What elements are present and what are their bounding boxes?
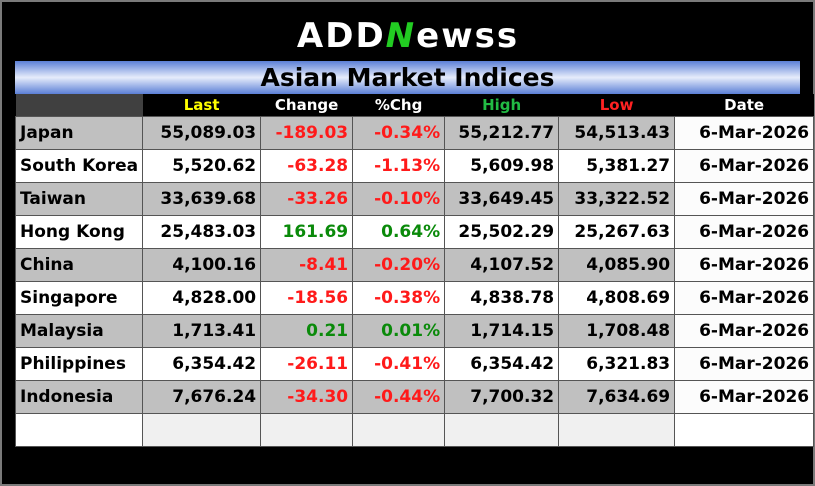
table-row: Malaysia 1,713.41 0.21 0.01% 1,714.15 1,708.4… [14,314,815,348]
empty-row [14,413,815,447]
cell-low: 4,085.90 [558,248,676,282]
cell-change: -33.26 [260,182,354,216]
cell-date: 6-Mar-2026 [674,182,815,216]
cell-high: 7,700.32 [444,380,560,414]
header-low: Low [558,94,675,117]
cell-date: 6-Mar-2026 [674,347,815,381]
cell-high: 33,649.45 [444,182,560,216]
header-name [15,94,143,117]
cell-name: South Korea [14,149,144,183]
cell-last: 1,713.41 [142,314,262,348]
table-row: Philippines 6,354.42 -26.11 -0.41% 6,354.42 6… [14,347,815,381]
empty-cell [14,413,144,447]
table-row: Indonesia 7,676.24 -34.30 -0.44% 7,700.32 7,6… [14,380,815,414]
table-row: Japan 55,089.03 -189.03 -0.34% 55,212.77 54,5… [14,116,815,150]
table-row: Taiwan 33,639.68 -33.26 -0.10% 33,649.45 33,3… [14,182,815,216]
cell-date: 6-Mar-2026 [674,116,815,150]
cell-name: Taiwan [14,182,144,216]
cell-last: 4,828.00 [142,281,262,315]
cell-high: 55,212.77 [444,116,560,150]
cell-low: 4,808.69 [558,281,676,315]
cell-high: 4,107.52 [444,248,560,282]
cell-name: China [14,248,144,282]
cell-name: Japan [14,116,144,150]
table-row: South Korea 5,520.62 -63.28 -1.13% 5,609.98 5… [14,149,815,183]
cell-change: -18.56 [260,281,354,315]
cell-date: 6-Mar-2026 [674,281,815,315]
cell-low: 1,708.48 [558,314,676,348]
header-pct: %Chg [352,94,445,117]
cell-change: 161.69 [260,215,354,249]
header-last: Last [142,94,261,117]
cell-last: 6,354.42 [142,347,262,381]
cell-change: -189.03 [260,116,354,150]
cell-pct: 0.64% [352,215,446,249]
cell-name: Indonesia [14,380,144,414]
cell-last: 25,483.03 [142,215,262,249]
cell-high: 4,838.78 [444,281,560,315]
table-row: Hong Kong 25,483.03 161.69 0.64% 25,502.29 25… [14,215,815,249]
cell-name: Philippines [14,347,144,381]
cell-pct: 0.01% [352,314,446,348]
empty-cell [260,413,354,447]
cell-pct: -0.34% [352,116,446,150]
cell-change: -63.28 [260,149,354,183]
logo-text-ewss: ewss [416,16,520,56]
market-table: Last Change %Chg High Low Date Japan 55,0… [14,94,815,447]
cell-last: 4,100.16 [142,248,262,282]
empty-cell [142,413,262,447]
cell-high: 1,714.15 [444,314,560,348]
cell-last: 5,520.62 [142,149,262,183]
cell-pct: -0.38% [352,281,446,315]
cell-name: Singapore [14,281,144,315]
cell-change: -8.41 [260,248,354,282]
logo-text-n: N [385,16,417,56]
table-row: Singapore 4,828.00 -18.56 -0.38% 4,838.78 4,8… [14,281,815,315]
cell-pct: -1.13% [352,149,446,183]
cell-date: 6-Mar-2026 [674,248,815,282]
cell-name: Hong Kong [14,215,144,249]
empty-cell [444,413,560,447]
empty-cell [674,413,815,447]
header-date: Date [674,94,814,117]
cell-date: 6-Mar-2026 [674,314,815,348]
cell-change: 0.21 [260,314,354,348]
cell-pct: -0.20% [352,248,446,282]
table-row: China 4,100.16 -8.41 -0.20% 4,107.52 4,085.90… [14,248,815,282]
cell-date: 6-Mar-2026 [674,149,815,183]
cell-pct: -0.41% [352,347,446,381]
cell-last: 7,676.24 [142,380,262,414]
cell-low: 54,513.43 [558,116,676,150]
cell-last: 55,089.03 [142,116,262,150]
header-change: Change [260,94,353,117]
cell-low: 7,634.69 [558,380,676,414]
logo-text-add: ADD [296,16,386,56]
cell-pct: -0.44% [352,380,446,414]
empty-cell [558,413,676,447]
cell-low: 6,321.83 [558,347,676,381]
header-row: Last Change %Chg High Low Date [15,94,814,117]
cell-change: -26.11 [260,347,354,381]
cell-low: 33,322.52 [558,182,676,216]
cell-high: 5,609.98 [444,149,560,183]
table-title: Asian Market Indices [15,61,800,94]
cell-low: 25,267.63 [558,215,676,249]
cell-last: 33,639.68 [142,182,262,216]
header-high: High [444,94,559,117]
cell-high: 25,502.29 [444,215,560,249]
cell-date: 6-Mar-2026 [674,215,815,249]
cell-pct: -0.10% [352,182,446,216]
empty-cell [352,413,446,447]
cell-name: Malaysia [14,314,144,348]
cell-change: -34.30 [260,380,354,414]
cell-high: 6,354.42 [444,347,560,381]
cell-date: 6-Mar-2026 [674,380,815,414]
cell-low: 5,381.27 [558,149,676,183]
